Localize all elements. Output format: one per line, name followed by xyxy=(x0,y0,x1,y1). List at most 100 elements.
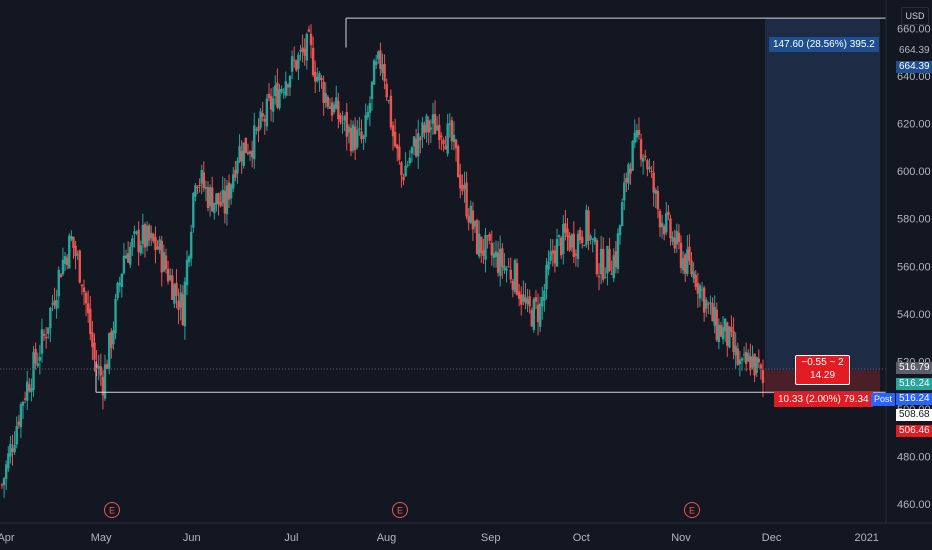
candle-body xyxy=(555,239,559,267)
candle-body xyxy=(427,120,430,133)
currency-button[interactable]: USD xyxy=(901,7,929,25)
earnings-marker-label: E xyxy=(109,506,115,516)
candle-body xyxy=(97,365,100,370)
candle-body xyxy=(570,234,573,248)
candle-body xyxy=(702,287,706,313)
candle-body xyxy=(215,193,218,205)
candle-body xyxy=(318,73,321,81)
candle-body xyxy=(74,245,77,256)
candle-body xyxy=(307,29,311,32)
candle-body xyxy=(7,453,10,469)
candle-body xyxy=(179,292,182,308)
candle-body xyxy=(137,229,140,252)
time-tick-label: Aug xyxy=(377,532,397,544)
target-zone[interactable] xyxy=(765,18,880,371)
candle-body xyxy=(72,236,75,248)
candle-body xyxy=(494,251,498,257)
candle-body xyxy=(158,239,161,251)
candle-body xyxy=(51,303,54,305)
candle-body xyxy=(206,187,210,209)
candle-body xyxy=(15,426,18,445)
candle-body xyxy=(593,237,597,243)
candle-body xyxy=(223,190,227,214)
post-market-badge: Post xyxy=(871,393,896,406)
stop-label[interactable]: 10.33 (2.00%) 79.34 xyxy=(774,392,873,407)
candle-body xyxy=(150,232,153,239)
candle-body xyxy=(751,356,754,368)
candle-body xyxy=(288,76,292,88)
candle-body xyxy=(234,169,237,178)
price-tick-label: 620.00 xyxy=(897,119,931,131)
candle-body xyxy=(566,228,569,238)
candle-body xyxy=(551,250,554,254)
candle-body xyxy=(383,63,386,82)
candle-body xyxy=(450,120,454,142)
target-label[interactable]: 147.60 (28.56%) 395.2 xyxy=(769,37,879,52)
candle-body xyxy=(211,187,214,212)
candle-body xyxy=(410,147,414,154)
candle-body xyxy=(402,176,405,181)
candle-body xyxy=(280,88,283,92)
candle-body xyxy=(59,274,63,278)
candle-body xyxy=(70,235,73,240)
candle-body xyxy=(145,225,149,247)
candle-body xyxy=(473,221,477,227)
candle-body xyxy=(705,299,708,309)
time-axis[interactable]: Apr May Jun Jul Aug Sep Oct Nov Dec 2021 xyxy=(0,532,879,544)
candle-body xyxy=(633,132,636,143)
candle-body xyxy=(65,257,69,266)
candle-body xyxy=(267,93,271,99)
candle-body xyxy=(538,303,542,327)
candle-body xyxy=(353,126,357,150)
candle-body xyxy=(641,157,645,162)
candle-body xyxy=(11,448,14,452)
candle-body xyxy=(242,142,245,167)
candle-body xyxy=(635,130,639,138)
candle-body xyxy=(261,113,264,117)
candle-body xyxy=(654,189,657,194)
candle-body xyxy=(80,284,84,287)
candle-body xyxy=(381,64,384,74)
candle-body xyxy=(341,122,344,124)
earnings-marker-circle xyxy=(684,502,700,518)
candle-body xyxy=(314,71,317,82)
candle-body xyxy=(496,252,500,273)
time-tick-label: Dec xyxy=(762,532,782,544)
candle-body xyxy=(599,248,603,275)
candle-body xyxy=(44,336,48,339)
candle-body xyxy=(406,164,409,166)
price-tick-label: 580.00 xyxy=(897,214,931,226)
position-center-label[interactable]: −0.55 ~ 2 14.29 xyxy=(795,355,850,385)
candle-body xyxy=(124,255,128,259)
candle-body xyxy=(30,388,33,393)
candle-body xyxy=(747,352,750,362)
price-tick-label: 660.00 xyxy=(897,24,931,36)
candle-body xyxy=(139,245,142,254)
candle-body xyxy=(631,141,634,171)
candle-body xyxy=(284,81,287,96)
candle-body xyxy=(385,83,388,98)
candle-body xyxy=(328,106,332,109)
candle-body xyxy=(114,298,117,334)
candle-body xyxy=(2,478,6,486)
last-price-tag: 516.24 xyxy=(896,378,932,390)
candle-body xyxy=(377,51,380,60)
candle-body xyxy=(581,236,584,243)
drawn-lines[interactable] xyxy=(0,17,886,393)
candle-body xyxy=(625,177,628,183)
candle-body xyxy=(400,162,403,176)
candle-body xyxy=(265,98,269,127)
time-tick-label: Oct xyxy=(573,532,590,544)
candle-body xyxy=(549,251,552,261)
candle-body xyxy=(412,136,416,147)
candle-body xyxy=(425,115,428,132)
candle-body xyxy=(17,421,21,426)
candle-body xyxy=(597,276,601,278)
candle-body xyxy=(528,296,531,307)
candle-body xyxy=(461,184,464,192)
candle-body xyxy=(250,150,254,158)
candle-body xyxy=(435,125,439,131)
candle-body xyxy=(688,246,691,261)
